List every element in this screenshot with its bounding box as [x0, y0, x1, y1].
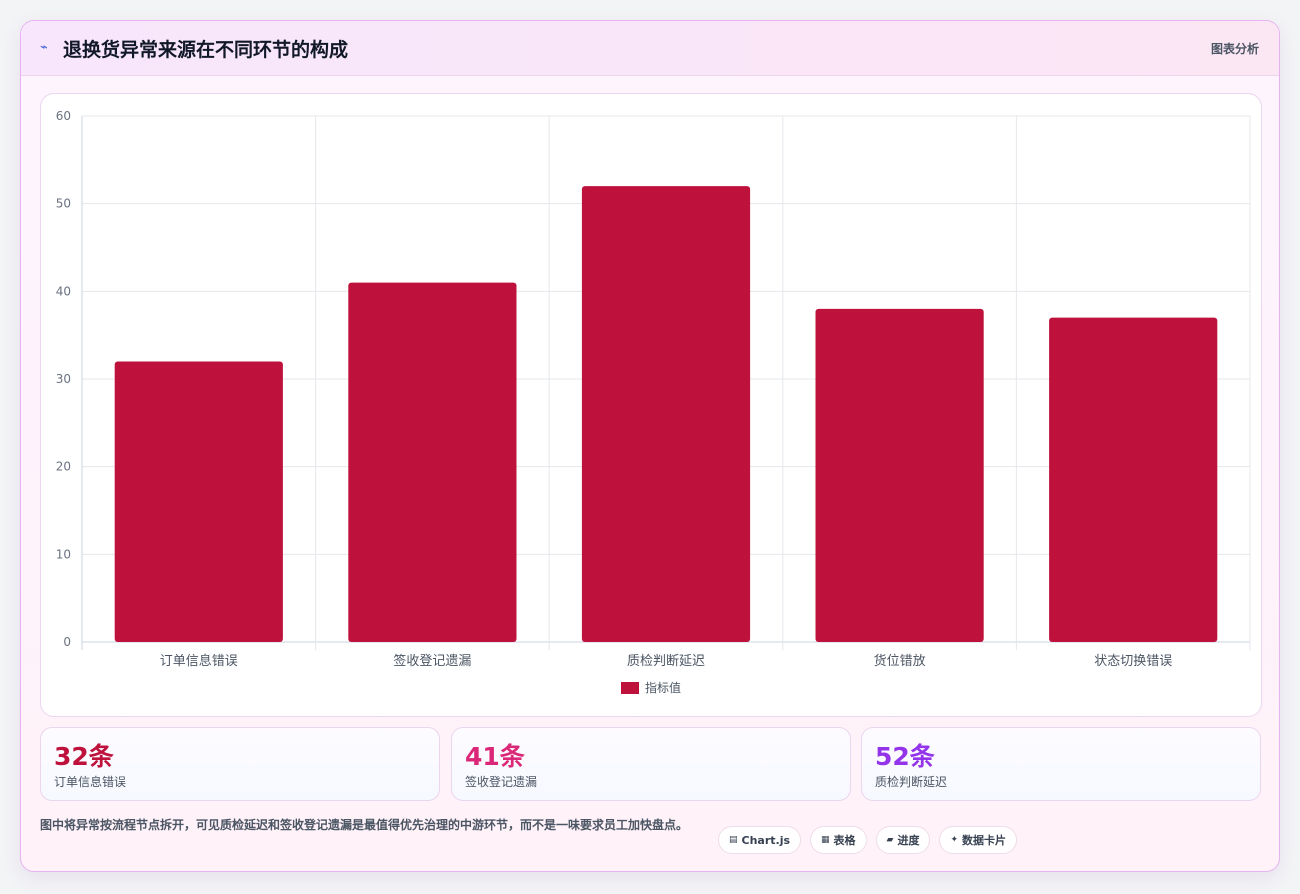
stat-value: 41条	[465, 742, 525, 771]
chip-data-card[interactable]: ✦ 数据卡片	[939, 826, 1018, 854]
stat-card-1: 32条 订单信息错误	[40, 727, 440, 801]
stat-label: 签收登记遗漏	[465, 775, 538, 789]
x-tick-label: 订单信息错误	[160, 653, 238, 669]
chip-progress[interactable]: ▰ 进度	[875, 826, 931, 854]
legend-swatch	[621, 682, 639, 694]
y-tick-label: 40	[56, 284, 71, 298]
x-tick-label: 质检判断延迟	[627, 654, 705, 669]
x-tick-label: 签收登记遗漏	[393, 653, 471, 669]
y-tick-label: 10	[56, 547, 71, 561]
bar	[348, 282, 517, 642]
chip-label: 表格	[833, 834, 856, 847]
bar	[114, 361, 283, 642]
bar	[581, 186, 751, 642]
stat-card-3: 52条 质检判断延迟	[861, 727, 1261, 801]
y-tick-label: 60	[56, 109, 71, 123]
stat-label: 质检判断延迟	[875, 775, 948, 789]
chip-label: Chart.js	[741, 833, 791, 847]
y-tick-label: 20	[56, 460, 71, 474]
legend-label: 指标值	[645, 680, 681, 695]
y-tick-label: 0	[63, 635, 71, 649]
bar	[1049, 317, 1218, 642]
chip-table[interactable]: ▦ 表格	[810, 826, 867, 854]
x-tick-label: 状态切换错误	[1094, 654, 1172, 669]
chart-icon: ▤	[729, 835, 738, 845]
header-tag: 图表分析	[1210, 42, 1259, 56]
chip-label: 数据卡片	[962, 834, 1007, 847]
stat-label: 订单信息错误	[54, 775, 127, 789]
y-tick-label: 50	[56, 197, 71, 211]
chip-label: 进度	[897, 834, 920, 847]
stat-card-2: 41条 签收登记遗漏	[451, 727, 851, 801]
y-tick-label: 30	[56, 372, 71, 386]
bar-chart: 0 10 20 30 40 50 60 订单信息错误 签收登记遗漏 质检判断延迟 货位错放 状态切换错…	[56, 109, 1251, 695]
chart-title: 退换货异常来源在不同环节的构成	[63, 39, 349, 61]
bar	[815, 308, 984, 642]
stat-value: 32条	[54, 742, 114, 771]
sparkle-icon: ✦	[950, 835, 959, 845]
card-header: ⌁ 退换货异常来源在不同环节的构成 图表分析	[21, 21, 1279, 76]
chart-panel: 0 10 20 30 40 50 60 订单信息错误 签收登记遗漏 质检判断延迟 货位错放 状态切换错…	[40, 93, 1262, 717]
chip-chartjs[interactable]: ▤ Chart.js	[718, 826, 802, 854]
progress-icon: ▰	[886, 835, 894, 845]
stat-value: 52条	[875, 742, 935, 771]
chart-note: 图中将异常按流程节点拆开，可见质检延迟和签收登记遗漏是最值得优先治理的中游环节，…	[40, 818, 689, 832]
trend-icon: ⌁	[40, 40, 48, 55]
table-icon: ▦	[821, 835, 830, 845]
chart-card: ⌁ 退换货异常来源在不同环节的构成 图表分析 0 10 20 30 40 50 60 订单信息…	[20, 20, 1280, 872]
x-tick-label: 货位错放	[874, 653, 926, 669]
tag-chips: ▤ Chart.js ▦ 表格 ▰ 进度 ✦ 数据卡片	[718, 826, 1018, 854]
